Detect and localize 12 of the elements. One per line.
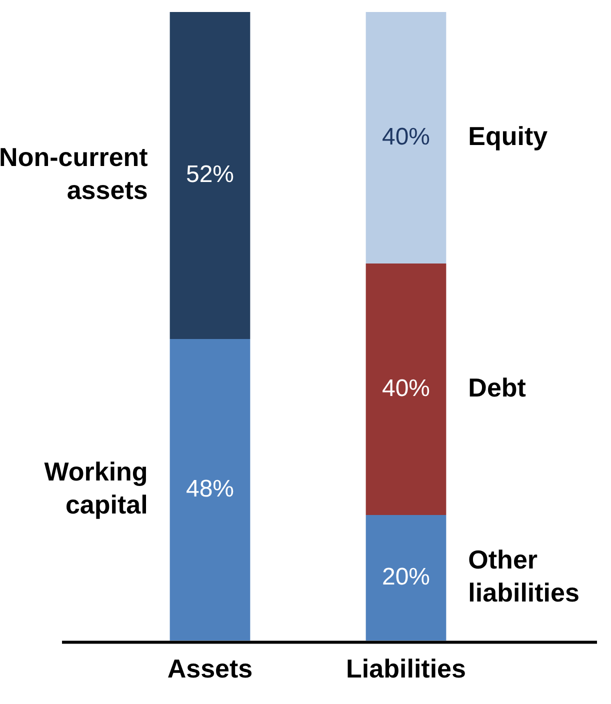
data-label: 52% bbox=[186, 161, 234, 188]
data-label: 48% bbox=[186, 476, 234, 503]
series-label: Debt bbox=[468, 372, 526, 402]
data-label: 40% bbox=[382, 123, 430, 150]
x-tick-label: Assets bbox=[167, 654, 253, 684]
series-label: Equity bbox=[468, 120, 548, 151]
data-label: 20% bbox=[382, 564, 430, 591]
x-tick-label: Liabilities bbox=[346, 654, 466, 684]
series-label: Non-current assets bbox=[0, 142, 148, 206]
data-label: 40% bbox=[382, 374, 430, 402]
series-label: Other liabilities bbox=[468, 544, 580, 608]
series-label: Working capital bbox=[44, 456, 148, 520]
